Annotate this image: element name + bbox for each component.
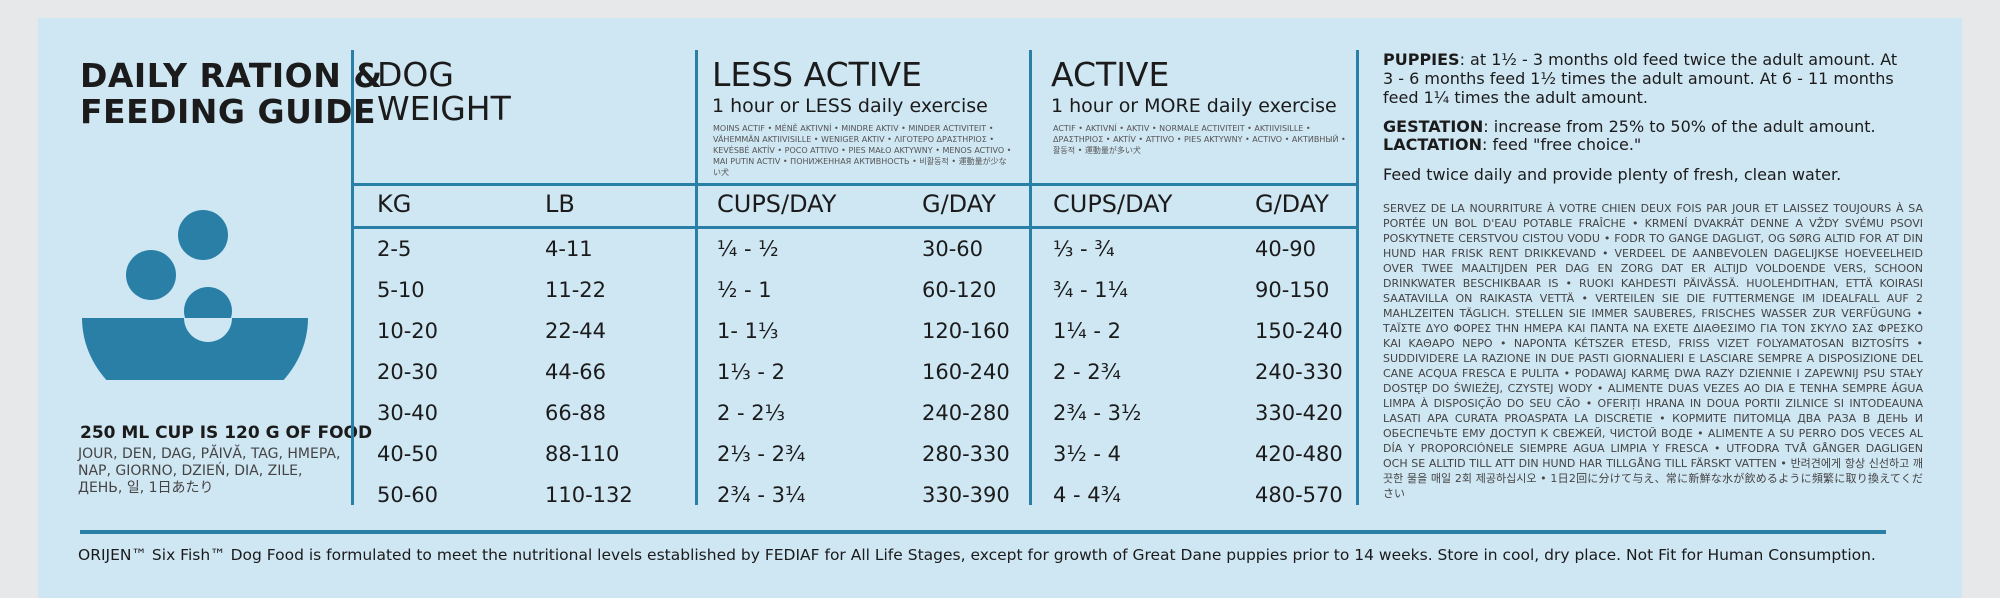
feed-note: Feed twice daily and provide plenty of f… bbox=[1383, 165, 1842, 184]
active-gday-header: G/DAY bbox=[1255, 190, 1329, 218]
footer-statement: ORIJEN™ Six Fish™ Dog Food is formulated… bbox=[78, 546, 1876, 564]
lb-cell: 88-110 bbox=[545, 442, 620, 466]
kg-cell: 2-5 bbox=[377, 237, 412, 261]
kg-cell: 40-50 bbox=[377, 442, 439, 466]
subheader-rule bbox=[352, 226, 1358, 229]
active-gday-cell: 150-240 bbox=[1255, 319, 1343, 343]
less-gday-cell: 120-160 bbox=[922, 319, 1010, 343]
less-gday-cell: 60-120 bbox=[922, 278, 997, 302]
active-cups-cell: 2 - 2¾ bbox=[1053, 360, 1122, 384]
table-row: 50-60 110-132 2¾ - 3¼ 330-390 4 - 4¾ 480… bbox=[0, 483, 1360, 513]
active-gday-cell: 90-150 bbox=[1255, 278, 1330, 302]
active-gday-cell: 330-420 bbox=[1255, 401, 1343, 425]
active-cups-cell: 4 - 4¾ bbox=[1053, 483, 1122, 507]
less-active-title: LESS ACTIVE bbox=[712, 55, 922, 94]
active-gday-cell: 480-570 bbox=[1255, 483, 1343, 507]
less-cups-cell: ¼ - ½ bbox=[717, 237, 779, 261]
table-row: 10-20 22-44 1- 1⅓ 120-160 1¼ - 2 150-240 bbox=[0, 319, 1360, 349]
active-cups-cell: ⅓ - ¾ bbox=[1053, 237, 1115, 261]
active-subtitle: 1 hour or MORE daily exercise bbox=[1051, 95, 1337, 117]
less-cups-cell: 1⅓ - 2 bbox=[717, 360, 786, 384]
less-cups-cell: 2⅓ - 2¾ bbox=[717, 442, 806, 466]
cup-note-languages: JOUR, DEN, DAG, PĂIVĂ, TAG, HMEPA, NAP, … bbox=[78, 446, 341, 496]
divider-right bbox=[1356, 50, 1359, 505]
kg-cell: 5-10 bbox=[377, 278, 425, 302]
feeding-guide-title: DAILY RATION & FEEDING GUIDE bbox=[80, 58, 383, 130]
active-gday-cell: 240-330 bbox=[1255, 360, 1343, 384]
active-languages: ACTIF • AKTIVNÍ • AKTIV • NORMALE ACTIVI… bbox=[1053, 124, 1346, 155]
dog-weight-title: DOG WEIGHT bbox=[377, 58, 511, 126]
table-row: 40-50 88-110 2⅓ - 2¾ 280-330 3½ - 4 420-… bbox=[0, 442, 1360, 472]
table-row: 30-40 66-88 2 - 2⅓ 240-280 2¾ - 3½ 330-4… bbox=[0, 401, 1360, 431]
active-gday-cell: 420-480 bbox=[1255, 442, 1343, 466]
feeding-guide-panel bbox=[38, 18, 1962, 598]
active-title: ACTIVE bbox=[1051, 55, 1170, 94]
divider-less-active bbox=[695, 50, 698, 505]
lb-cell: 110-132 bbox=[545, 483, 633, 507]
less-gday-cell: 160-240 bbox=[922, 360, 1010, 384]
lb-cell: 22-44 bbox=[545, 319, 607, 343]
less-cups-cell: 2¾ - 3¼ bbox=[717, 483, 806, 507]
less-gday-cell: 30-60 bbox=[922, 237, 984, 261]
less-gday-cell: 240-280 bbox=[922, 401, 1010, 425]
kg-header: KG bbox=[377, 190, 412, 218]
gestation-note: GESTATION: increase from 25% to 50% of t… bbox=[1383, 117, 1903, 136]
lb-cell: 44-66 bbox=[545, 360, 607, 384]
kg-cell: 30-40 bbox=[377, 401, 439, 425]
less-active-languages: MOINS ACTIF • MÉNĚ AKTIVNÍ • MINDRE AKTI… bbox=[713, 124, 1012, 177]
active-cups-cell: 3½ - 4 bbox=[1053, 442, 1122, 466]
less-gday-header: G/DAY bbox=[922, 190, 996, 218]
lb-cell: 66-88 bbox=[545, 401, 607, 425]
active-cups-header: CUPS/DAY bbox=[1053, 190, 1173, 218]
gestation-text: : increase from 25% to 50% of the adult … bbox=[1483, 117, 1876, 136]
lactation-note: LACTATION: feed "free choice." bbox=[1383, 135, 1903, 154]
active-cups-cell: 2¾ - 3½ bbox=[1053, 401, 1142, 425]
less-cups-cell: ½ - 1 bbox=[717, 278, 772, 302]
title-line-1: DAILY RATION & bbox=[80, 56, 383, 95]
table-row: 20-30 44-66 1⅓ - 2 160-240 2 - 2¾ 240-33… bbox=[0, 360, 1360, 390]
table-row: 2-5 4-11 ¼ - ½ 30-60 ⅓ - ¾ 40-90 bbox=[0, 237, 1360, 267]
active-cups-cell: 1¼ - 2 bbox=[1053, 319, 1122, 343]
puppies-text: : at 1½ - 3 months old feed twice the ad… bbox=[1383, 50, 1898, 107]
dog-weight-line-2: WEIGHT bbox=[377, 89, 511, 128]
less-cups-cell: 2 - 2⅓ bbox=[717, 401, 786, 425]
puppies-label: PUPPIES bbox=[1383, 50, 1460, 69]
puppies-note: PUPPIES: at 1½ - 3 months old feed twice… bbox=[1383, 50, 1903, 107]
header-rule bbox=[352, 183, 1358, 186]
dog-weight-line-1: DOG bbox=[377, 55, 454, 94]
less-active-subtitle: 1 hour or LESS daily exercise bbox=[712, 95, 988, 117]
gestation-label: GESTATION bbox=[1383, 117, 1484, 136]
less-gday-cell: 330-390 bbox=[922, 483, 1010, 507]
divider-active bbox=[1029, 50, 1032, 505]
footer-rule bbox=[80, 530, 1886, 534]
lb-header: LB bbox=[545, 190, 575, 218]
kg-cell: 10-20 bbox=[377, 319, 439, 343]
less-cups-cell: 1- 1⅓ bbox=[717, 319, 779, 343]
table-row: 5-10 11-22 ½ - 1 60-120 ¾ - 1¼ 90-150 bbox=[0, 278, 1360, 308]
less-cups-header: CUPS/DAY bbox=[717, 190, 837, 218]
lb-cell: 4-11 bbox=[545, 237, 593, 261]
kg-cell: 50-60 bbox=[377, 483, 439, 507]
title-line-2: FEEDING GUIDE bbox=[80, 92, 377, 131]
less-gday-cell: 280-330 bbox=[922, 442, 1010, 466]
divider-weight bbox=[351, 50, 354, 505]
active-gday-cell: 40-90 bbox=[1255, 237, 1317, 261]
bowl-logo-icon bbox=[82, 210, 308, 380]
cup-note: 250 ML CUP IS 120 G OF FOOD bbox=[80, 423, 373, 443]
lb-cell: 11-22 bbox=[545, 278, 607, 302]
lactation-text: : feed "free choice." bbox=[1482, 135, 1642, 154]
kg-cell: 20-30 bbox=[377, 360, 439, 384]
multilingual-feeding-text: SERVEZ DE LA NOURRITURE À VOTRE CHIEN DE… bbox=[1383, 202, 1923, 500]
lactation-label: LACTATION bbox=[1383, 135, 1482, 154]
active-cups-cell: ¾ - 1¼ bbox=[1053, 278, 1128, 302]
